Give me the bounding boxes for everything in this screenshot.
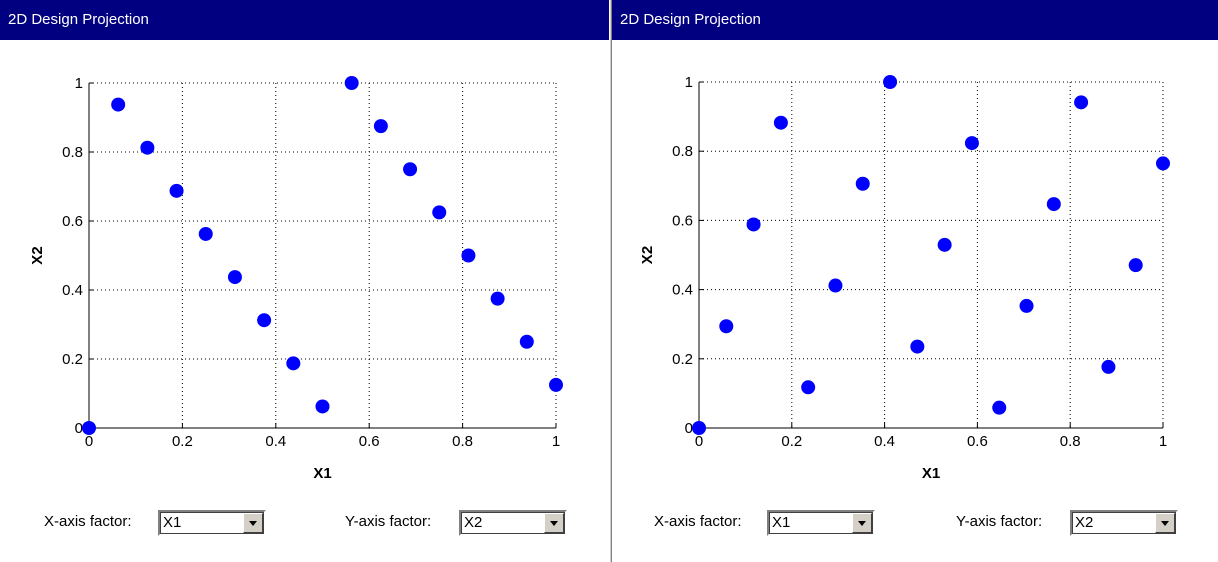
data-point	[883, 75, 898, 89]
x-tick-label: 0.4	[265, 433, 286, 450]
data-point	[432, 205, 447, 220]
scatter-plot-left: 0 0.2 0.4 0.6 0.8 1 0 0.2 0.4 0.6 0.8 1 X1 X2	[29, 75, 563, 482]
x-tick-label: 0.8	[452, 433, 473, 450]
x-axis-factor-label: X-axis factor:	[654, 513, 742, 530]
data-point	[1128, 258, 1143, 273]
dropdown-arrow-icon[interactable]	[544, 513, 564, 533]
data-point	[719, 319, 734, 334]
projection-panel-left: 2D Design Projection 0 0.2 0.4 0.6 0.8 1 0 0.2 0…	[0, 0, 609, 536]
y-axis-factor-label: Y-axis factor:	[956, 513, 1043, 530]
x-tick-label: 1	[552, 433, 560, 450]
y-tick-label: 0.6	[672, 212, 693, 229]
x-tick-label: 0.8	[1060, 433, 1081, 450]
data-point	[227, 270, 242, 285]
data-point	[519, 334, 534, 349]
data-point	[746, 217, 761, 232]
x-tick-label: 0.2	[781, 433, 802, 450]
x-axis-factor-value: X1	[163, 514, 182, 531]
x-tick-label: 0.6	[359, 433, 380, 450]
y-tick-label: 0.6	[62, 213, 83, 230]
y-axis-factor-select[interactable]: X2	[1070, 510, 1178, 536]
data-point	[140, 140, 155, 155]
y-tick-label: 0	[75, 420, 83, 437]
x-axis-label: X1	[922, 465, 940, 482]
dropdown-arrow-icon[interactable]	[243, 513, 263, 533]
dropdown-arrow-icon[interactable]	[1155, 513, 1175, 533]
x-tick-label: 0.6	[967, 433, 988, 450]
data-point	[169, 183, 184, 198]
y-tick-label: 0.8	[62, 144, 83, 161]
x-tick-label: 0.2	[172, 433, 193, 450]
y-tick-label: 0.4	[62, 282, 83, 299]
data-point	[461, 248, 476, 263]
y-tick-label: 0.4	[672, 282, 693, 299]
x-axis-factor-label: X-axis factor:	[44, 513, 132, 530]
data-point	[82, 421, 96, 435]
data-point	[490, 291, 505, 306]
x-tick-label: 0	[85, 433, 93, 450]
data-point	[549, 377, 563, 392]
data-point	[1046, 197, 1061, 212]
data-point	[801, 380, 816, 395]
y-tick-label: 0.8	[672, 143, 693, 160]
data-point	[937, 237, 952, 252]
data-point	[315, 399, 330, 414]
data-point	[828, 278, 843, 293]
y-tick-label: 1	[75, 75, 83, 92]
x-tick-label: 0	[695, 433, 703, 450]
y-axis-factor-value: X2	[464, 514, 483, 531]
data-point	[1074, 95, 1089, 110]
data-point	[257, 313, 272, 328]
data-point	[992, 400, 1007, 415]
dropdown-arrow-icon[interactable]	[852, 513, 872, 533]
x-tick-label: 1	[1159, 433, 1167, 450]
data-point	[1156, 156, 1170, 171]
data-point	[1019, 298, 1034, 313]
y-axis-factor-label: Y-axis factor:	[345, 513, 432, 530]
data-point	[111, 97, 126, 112]
data-point	[910, 339, 925, 354]
panel-title: 2D Design Projection	[0, 0, 609, 40]
data-point	[344, 76, 359, 90]
data-point	[964, 136, 979, 151]
y-tick-label: 0.2	[62, 351, 83, 368]
panel-divider[interactable]	[609, 0, 612, 562]
y-axis-label: X2	[639, 246, 656, 264]
data-point	[373, 119, 388, 134]
scatter-plot-right: 0 0.2 0.4 0.6 0.8 1 0 0.2 0.4 0.6 0.8 1 X1 X2	[639, 74, 1170, 482]
data-point	[773, 115, 788, 130]
y-tick-label: 0	[685, 420, 693, 437]
y-tick-label: 1	[685, 74, 693, 91]
y-axis-label: X2	[29, 246, 46, 264]
y-axis-factor-select[interactable]: X2	[459, 510, 567, 536]
y-tick-label: 0.2	[672, 351, 693, 368]
x-tick-label: 0.4	[874, 433, 895, 450]
data-point	[198, 226, 213, 241]
x-axis-factor-value: X1	[772, 514, 791, 531]
x-axis-label: X1	[313, 465, 331, 482]
x-axis-factor-select[interactable]: X1	[158, 510, 266, 536]
projection-panel-right: 2D Design Projection 0 0.2 0.4 0.6 0.8 1 0 0.2 0…	[612, 0, 1218, 562]
data-point	[692, 421, 706, 435]
y-axis-factor-value: X2	[1075, 514, 1094, 531]
data-point	[286, 356, 301, 371]
data-point	[1101, 359, 1116, 374]
x-axis-factor-select[interactable]: X1	[767, 510, 875, 536]
data-point	[403, 162, 418, 177]
data-point	[855, 176, 870, 191]
panel-title: 2D Design Projection	[612, 0, 1218, 40]
